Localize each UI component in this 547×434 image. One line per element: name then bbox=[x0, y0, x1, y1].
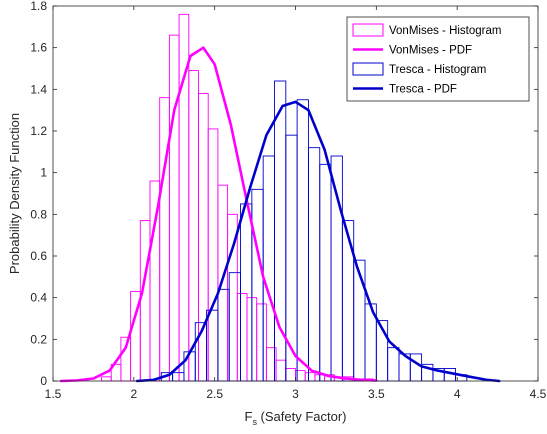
histogram-bar bbox=[285, 368, 296, 382]
y-tick-label: 0 bbox=[40, 374, 47, 388]
histogram-bar bbox=[240, 203, 253, 382]
histogram-bar bbox=[296, 99, 309, 382]
histogram-bar bbox=[207, 128, 219, 382]
histogram-bar bbox=[188, 70, 199, 382]
histogram-bar bbox=[217, 184, 229, 382]
legend-label: VonMises - PDF bbox=[389, 45, 472, 57]
legend: VonMises - Histogram VonMises - PDF Tresca… bbox=[346, 16, 530, 102]
x-axis-title: Fs (Safety Factor) bbox=[244, 409, 346, 427]
histogram-bar bbox=[256, 303, 267, 382]
histogram-bar bbox=[387, 347, 400, 382]
histogram-bar bbox=[304, 372, 316, 382]
y-tick-label: 0.6 bbox=[30, 249, 47, 263]
x-tick-label: 4.5 bbox=[530, 387, 547, 401]
x-axis-title-main: F bbox=[244, 409, 252, 424]
histogram-bar bbox=[172, 372, 185, 382]
y-tick-label: 1.4 bbox=[30, 82, 47, 96]
legend-label: VonMises - Histogram bbox=[389, 25, 501, 37]
y-axis-title: Probability Density Function bbox=[7, 113, 22, 274]
histogram-bar bbox=[139, 220, 151, 382]
histogram-bar bbox=[275, 359, 287, 382]
legend-label: Tresca - PDF bbox=[389, 84, 457, 96]
x-tick-label: 3 bbox=[292, 387, 299, 401]
y-tick-label: 1.6 bbox=[30, 41, 47, 55]
x-tick-label: 3.5 bbox=[368, 387, 385, 401]
histogram-bar bbox=[183, 351, 196, 382]
legend-label: Tresca - Histogram bbox=[389, 64, 486, 76]
histogram-bar bbox=[251, 188, 264, 382]
pdf-line bbox=[135, 100, 501, 383]
histogram-bar bbox=[409, 353, 423, 382]
axis-ticks: 1.5 2 2.5 3 3.5 4 4.5 0 0.2 0.4 0.6 0.8 1 1.2 1.4 1.6 1.… bbox=[30, 0, 546, 401]
pdf-line bbox=[59, 46, 378, 383]
histogram-bar bbox=[168, 34, 180, 382]
legend-box bbox=[346, 16, 530, 102]
x-tick-label: 2 bbox=[130, 387, 137, 401]
y-tick-label: 1 bbox=[40, 166, 47, 180]
y-tick-label: 0.8 bbox=[30, 207, 47, 221]
x-tick-label: 4 bbox=[454, 387, 461, 401]
x-tick-label: 2.5 bbox=[206, 387, 223, 401]
y-tick-label: 0.2 bbox=[30, 332, 47, 346]
y-tick-label: 1.2 bbox=[30, 124, 47, 138]
pdf-lines bbox=[59, 46, 501, 383]
x-axis-title-rest: (Safety Factor) bbox=[257, 409, 347, 424]
histogram-bar bbox=[101, 376, 112, 382]
x-axis-title-subscript: s bbox=[252, 417, 257, 427]
histogram-bar bbox=[228, 272, 241, 382]
y-tick-label: 1.8 bbox=[30, 0, 47, 13]
histogram-bar bbox=[319, 163, 332, 382]
legend-swatch bbox=[352, 23, 384, 37]
histogram-bar bbox=[307, 147, 321, 382]
legend-swatch bbox=[352, 62, 384, 76]
y-tick-label: 0.4 bbox=[30, 291, 47, 305]
x-tick-label: 1.5 bbox=[45, 387, 62, 401]
histogram-bar bbox=[330, 155, 343, 382]
histogram-bar bbox=[236, 293, 248, 382]
histogram-bar bbox=[353, 259, 366, 382]
